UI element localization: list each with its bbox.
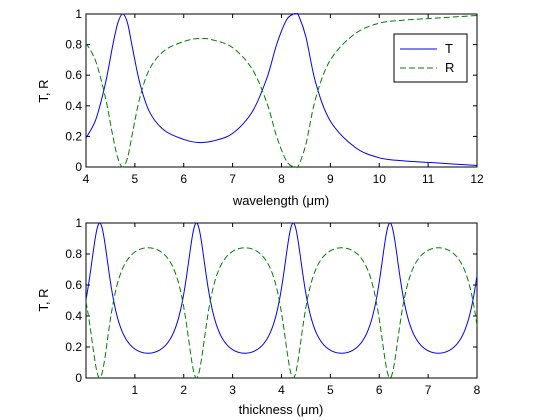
bottom-xtick-label: 6 [376, 383, 383, 397]
bottom-ylabel: T, R [36, 288, 51, 311]
top-xtick-label: 12 [470, 172, 484, 186]
top-xtick-label: 6 [180, 172, 187, 186]
top-ytick-label: 1 [75, 7, 82, 21]
bottom-ytick-label: 0.4 [65, 309, 82, 323]
legend: T R [393, 33, 468, 83]
top-xtick-label: 4 [83, 172, 90, 186]
top-xtick-label: 5 [132, 172, 139, 186]
top-ylabel: T, R [36, 79, 51, 102]
top-series-t [85, 12, 478, 166]
bottom-xtick-label: 5 [327, 383, 334, 397]
bottom-xlabel: thickness (μm) [239, 402, 324, 417]
top-xtick-label: 11 [422, 172, 435, 186]
top-plot-lines [85, 12, 478, 169]
bottom-ytick-label: 1 [75, 216, 82, 230]
top-ytick-label: 0.2 [65, 129, 82, 143]
bottom-xtick-label: 7 [425, 383, 432, 397]
bottom-plot: 1 2 3 4 5 6 7 8 0 0.2 0.4 0.6 0.8 1 thickness (μm) T,… [36, 216, 481, 417]
top-xlabel: wavelength (μm) [232, 193, 329, 208]
bottom-xtick-label: 3 [229, 383, 236, 397]
bottom-xtick-label: 4 [278, 383, 285, 397]
top-ytick-label: 0.4 [65, 99, 82, 113]
bottom-ytick-label: 0.2 [65, 340, 82, 354]
top-ytick-label: 0.6 [65, 68, 82, 82]
bottom-ytick-label: 0.8 [65, 247, 82, 261]
legend-label-r: R [445, 60, 454, 75]
bottom-plot-lines [85, 222, 478, 379]
bottom-xtick-label: 1 [132, 383, 139, 397]
legend-label-t: T [445, 41, 453, 56]
top-xtick-label: 9 [327, 172, 334, 186]
top-xtick-label: 10 [373, 172, 387, 186]
top-ytick-label: 0 [75, 160, 82, 174]
top-plot-ticks: 4 5 6 7 8 9 10 11 12 0 0.2 0.4 0.6 0.8 1 [65, 7, 484, 186]
bottom-xtick-label: 8 [474, 383, 481, 397]
top-ytick-label: 0.8 [65, 38, 82, 52]
bottom-xtick-label: 2 [180, 383, 187, 397]
bottom-plot-ticks: 1 2 3 4 5 6 7 8 0 0.2 0.4 0.6 0.8 1 [65, 216, 480, 397]
bottom-series-r [85, 247, 478, 379]
top-xtick-label: 8 [278, 172, 285, 186]
bottom-series-t [85, 222, 478, 354]
bottom-ytick-label: 0 [75, 371, 82, 385]
top-plot: 4 5 6 7 8 9 10 11 12 0 0.2 0.4 0.6 0.8 1 wavelength (μ… [36, 7, 484, 208]
bottom-plot-frame [85, 222, 478, 379]
top-xtick-label: 7 [229, 172, 236, 186]
legend-box [393, 33, 468, 83]
top-series-r [85, 15, 478, 169]
bottom-ytick-label: 0.6 [65, 278, 82, 292]
